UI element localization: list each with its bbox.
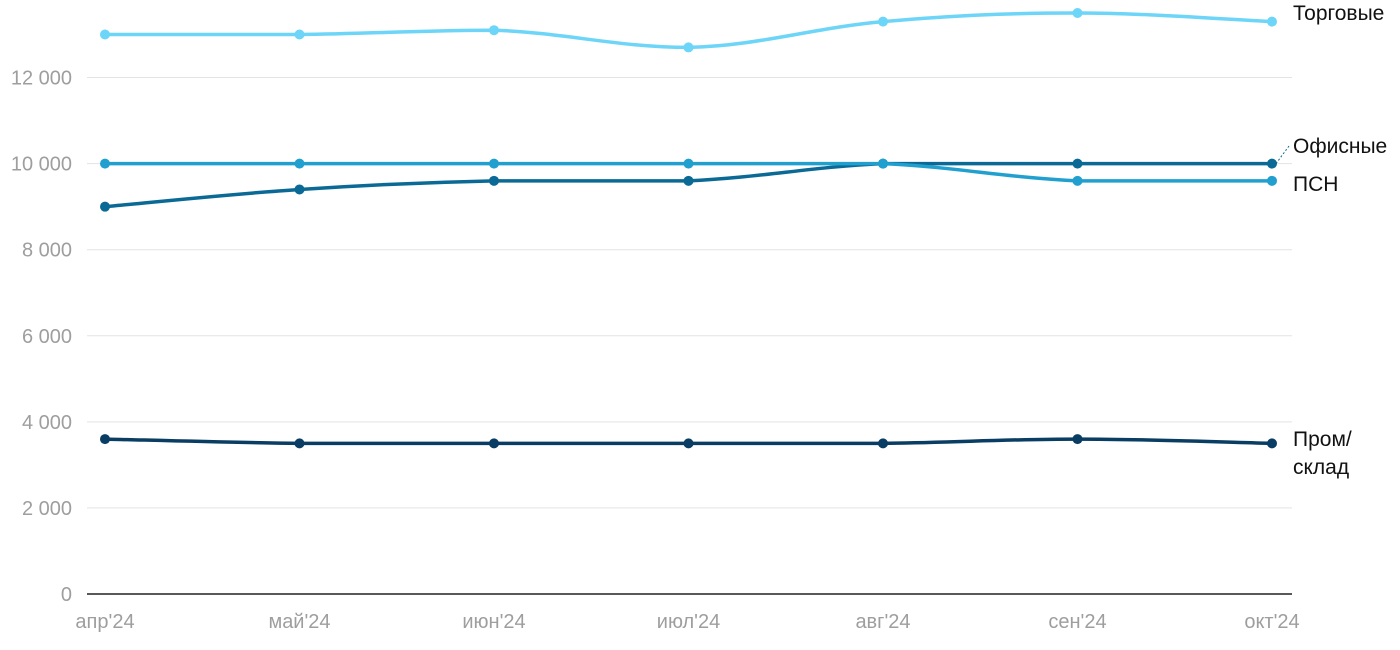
data-point <box>294 438 305 449</box>
series-label: Офисные <box>1293 135 1387 158</box>
x-tick-label: окт'24 <box>1244 611 1299 633</box>
data-point <box>878 438 888 449</box>
data-point <box>489 158 499 169</box>
data-point <box>878 158 888 169</box>
data-point <box>489 25 499 36</box>
data-point <box>294 184 305 195</box>
series-3 <box>100 158 1277 186</box>
data-point <box>1072 158 1083 169</box>
x-tick-label: сен'24 <box>1048 611 1106 633</box>
data-point <box>683 42 694 53</box>
x-tick-label: июн'24 <box>462 611 525 633</box>
data-point <box>1072 8 1083 18</box>
data-point <box>1267 438 1277 449</box>
series-label: склад <box>1293 456 1349 479</box>
data-point <box>683 438 694 449</box>
y-axis-ticks: 0 2 000 4 000 6 000 8 000 10 000 12 000 <box>11 68 72 606</box>
y-tick-label: 12 000 <box>11 68 72 90</box>
data-point <box>294 29 305 40</box>
data-point <box>100 434 110 445</box>
series-line <box>103 11 1274 50</box>
data-point <box>100 29 110 40</box>
data-point <box>1267 158 1277 169</box>
x-tick-label: авг'24 <box>855 611 910 633</box>
x-tick-label: май'24 <box>268 611 330 633</box>
data-point <box>1072 175 1083 186</box>
data-point <box>294 158 305 169</box>
label-leader <box>1275 145 1290 164</box>
data-point <box>489 438 499 449</box>
data-point <box>683 175 694 186</box>
series-label: Торговые <box>1293 2 1384 25</box>
data-point <box>489 175 499 186</box>
y-tick-label: 8 000 <box>22 240 72 262</box>
series-lines <box>100 8 1277 449</box>
x-tick-label: апр'24 <box>75 611 134 633</box>
data-point <box>1267 16 1277 27</box>
data-point <box>878 16 888 27</box>
y-tick-label: 6 000 <box>22 326 72 348</box>
data-point <box>683 158 694 169</box>
y-tick-label: 0 <box>61 584 72 606</box>
y-tick-label: 4 000 <box>22 412 72 434</box>
series-4 <box>100 434 1277 449</box>
x-tick-label: июл'24 <box>657 611 720 633</box>
series-2 <box>100 158 1277 212</box>
y-tick-label: 10 000 <box>11 154 72 176</box>
x-axis-ticks: апр'24 май'24 июн'24 июл'24 авг'24 сен'24 окт'… <box>75 611 1299 633</box>
data-point <box>1072 434 1083 445</box>
data-point <box>100 158 110 169</box>
series-label: Пром/ <box>1293 428 1352 451</box>
series-1 <box>100 8 1277 53</box>
data-point <box>100 201 110 212</box>
series-labels: Торговые Офисные ПСН Пром/склад <box>1275 2 1387 479</box>
series-label: ПСН <box>1293 173 1338 196</box>
y-tick-label: 2 000 <box>22 498 72 520</box>
data-point <box>1267 175 1277 186</box>
